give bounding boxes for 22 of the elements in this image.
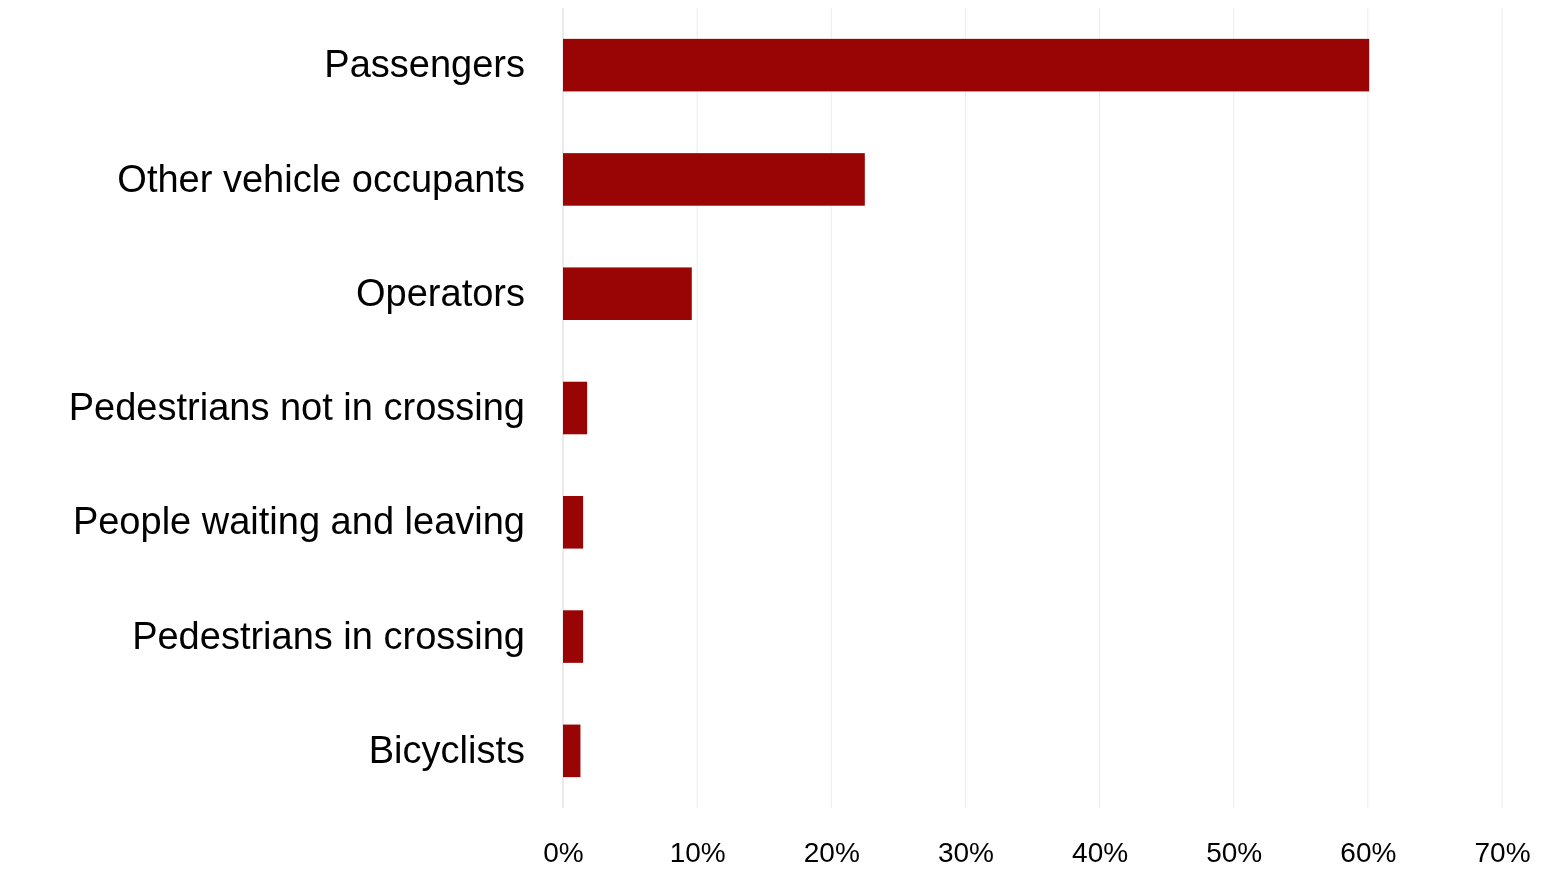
x-tick-label: 10% (669, 836, 726, 868)
y-tick-label: Pedestrians not in crossing (68, 386, 525, 429)
y-tick-label: Other vehicle occupants (117, 157, 525, 200)
x-tick-label: 0% (543, 836, 584, 868)
x-tick-label: 20% (803, 836, 860, 868)
y-tick-label: Operators (356, 271, 525, 314)
x-tick-label: 40% (1072, 836, 1129, 868)
y-tick-label: People waiting and leaving (72, 500, 525, 543)
bar (563, 267, 692, 320)
bar (563, 610, 584, 663)
x-tick-label: 50% (1206, 836, 1263, 868)
bar (563, 38, 1370, 92)
x-tick-label: 30% (937, 836, 994, 868)
y-tick-label: Passengers (324, 43, 525, 86)
bar (563, 381, 588, 435)
y-tick-label: Bicyclists (368, 729, 525, 772)
bar (563, 496, 584, 549)
bar (563, 153, 865, 206)
x-tick-label: 70% (1474, 836, 1531, 868)
x-tick-label: 60% (1340, 836, 1397, 868)
y-tick-label: Pedestrians in crossing (132, 614, 525, 657)
bar (563, 724, 581, 778)
